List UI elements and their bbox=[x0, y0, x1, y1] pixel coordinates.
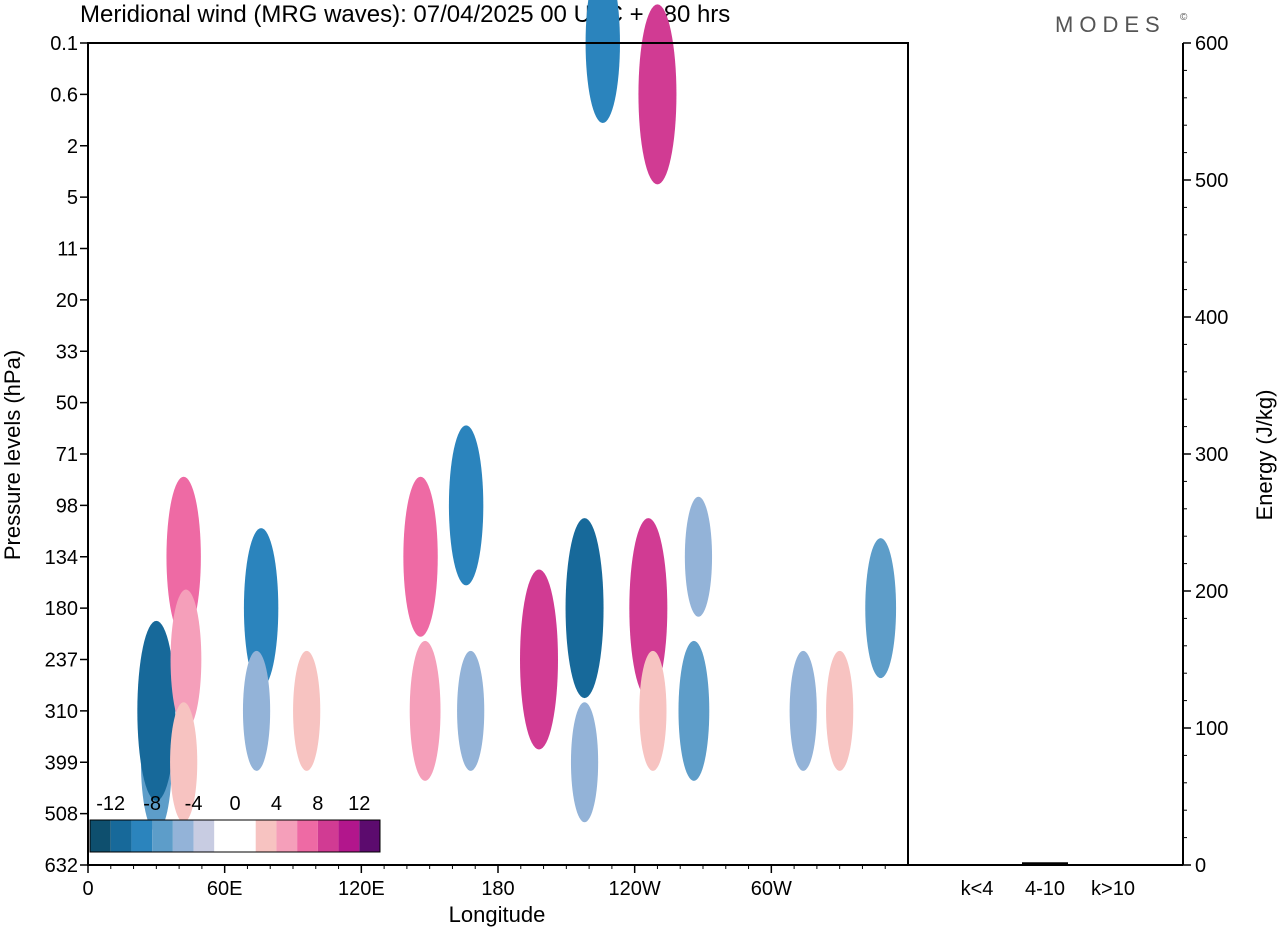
colorbar-swatch-11 bbox=[317, 820, 339, 852]
wind-cell-15 bbox=[629, 518, 668, 699]
wind-cell-12 bbox=[520, 569, 558, 750]
pressure-tick: 33 bbox=[56, 341, 78, 363]
colorbar-swatch-7 bbox=[235, 820, 256, 852]
energy-axis-label: Energy (J/kg) bbox=[1252, 390, 1277, 521]
pressure-tick: 632 bbox=[45, 855, 78, 877]
wind-cell-7 bbox=[293, 650, 321, 771]
wind-cell-3 bbox=[170, 589, 202, 730]
energy-tick: 300 bbox=[1195, 444, 1228, 466]
pressure-tick: 399 bbox=[45, 752, 78, 774]
x-axis-label: Longitude bbox=[449, 902, 546, 927]
energy-category-label: k>10 bbox=[1091, 878, 1135, 900]
wind-cell-22 bbox=[638, 4, 677, 185]
colorbar-swatch-3 bbox=[152, 820, 173, 852]
colorbar: -12 -8 -4 0 4 8 12 bbox=[89, 793, 381, 853]
pressure-tick: 2 bbox=[67, 136, 78, 158]
colorbar-swatch-5 bbox=[193, 820, 215, 852]
colorbar-swatch-4 bbox=[172, 820, 194, 852]
chart-title: Meridional wind (MRG waves): 07/04/2025 … bbox=[80, 1, 730, 28]
colorbar-swatch-10 bbox=[297, 820, 318, 852]
colorbar-label: 12 bbox=[348, 793, 370, 815]
brand-mark: © bbox=[1180, 12, 1188, 23]
brand-logo: MODES bbox=[1055, 12, 1166, 37]
longitude-tick-labels: 0 60E 120E 180 120W 60W bbox=[82, 865, 886, 900]
wind-cell-13 bbox=[565, 518, 604, 699]
pressure-tick: 5 bbox=[67, 187, 78, 209]
colorbar-swatch-0 bbox=[90, 820, 111, 852]
energy-bar-plot: 0 100 200 300 400 500 600 k<4 4-10 k>10 bbox=[908, 33, 1228, 900]
colorbar-label: 0 bbox=[229, 793, 240, 815]
pressure-tick: 0.6 bbox=[50, 84, 78, 106]
wind-cell-10 bbox=[448, 425, 484, 586]
wind-cell-17 bbox=[684, 496, 713, 617]
longitude-tick: 120E bbox=[338, 878, 385, 900]
wind-cell-20 bbox=[826, 650, 854, 771]
wind-cell-5 bbox=[243, 528, 279, 689]
longitude-tick: 0 bbox=[82, 878, 93, 900]
energy-tick: 500 bbox=[1195, 170, 1228, 192]
colorbar-swatch-6 bbox=[214, 820, 235, 852]
pressure-tick: 50 bbox=[56, 393, 78, 415]
longitude-tick: 60W bbox=[751, 878, 792, 900]
wind-cell-4 bbox=[170, 702, 198, 823]
wind-cell-21 bbox=[865, 538, 897, 679]
colorbar-label: -4 bbox=[185, 793, 203, 815]
pressure-tick: 237 bbox=[45, 650, 78, 672]
wind-cell-1 bbox=[137, 620, 176, 801]
wind-cell-23 bbox=[585, 0, 620, 123]
pressure-tick: 134 bbox=[45, 547, 78, 569]
wind-cell-8 bbox=[403, 476, 438, 637]
pressure-tick: 98 bbox=[56, 495, 78, 517]
longitude-tick: 60E bbox=[207, 878, 243, 900]
longitude-tick: 120W bbox=[609, 878, 661, 900]
heatmap-plot bbox=[87, 0, 909, 866]
wind-cell-11 bbox=[457, 650, 485, 771]
pressure-tick: 180 bbox=[45, 598, 78, 620]
energy-tick: 400 bbox=[1195, 307, 1228, 329]
colorbar-swatch-13 bbox=[359, 820, 380, 852]
colorbar-label: -12 bbox=[96, 793, 125, 815]
energy-tick: 200 bbox=[1195, 581, 1228, 603]
wind-cell-18 bbox=[678, 640, 710, 781]
wind-cell-19 bbox=[789, 650, 817, 771]
colorbar-swatch-2 bbox=[131, 820, 153, 852]
energy-tick: 0 bbox=[1195, 855, 1206, 877]
energy-tick: 100 bbox=[1195, 718, 1228, 740]
pressure-tick: 508 bbox=[45, 804, 78, 826]
wind-cell-14 bbox=[570, 702, 599, 823]
colorbar-label: 4 bbox=[271, 793, 282, 815]
pressure-tick: 11 bbox=[57, 239, 78, 261]
pressure-tick: 0.1 bbox=[50, 33, 78, 55]
colorbar-swatch-1 bbox=[110, 820, 132, 852]
colorbar-swatch-9 bbox=[276, 820, 298, 852]
colorbar-swatch-8 bbox=[255, 820, 277, 852]
energy-category-label: 4-10 bbox=[1025, 878, 1065, 900]
energy-bar-1 bbox=[1022, 862, 1068, 865]
wind-cell-16 bbox=[639, 650, 667, 771]
energy-bar-2 bbox=[1090, 864, 1136, 865]
pressure-tick: 310 bbox=[45, 701, 78, 723]
wind-cell-9 bbox=[409, 640, 441, 781]
pressure-tick: 20 bbox=[56, 290, 78, 312]
pressure-tick-labels: 0.1 0.6 2 5 11 20 33 50 71 98 134 180 237 310 399 508 63… bbox=[45, 33, 88, 877]
pressure-tick: 71 bbox=[56, 444, 78, 466]
energy-bar-0 bbox=[954, 864, 1000, 865]
y-axis-label: Pressure levels (hPa) bbox=[0, 350, 25, 560]
colorbar-label: -8 bbox=[143, 793, 161, 815]
longitude-tick: 180 bbox=[481, 878, 514, 900]
energy-category-label: k<4 bbox=[961, 878, 994, 900]
colorbar-label: 8 bbox=[312, 793, 323, 815]
wind-cell-6 bbox=[242, 650, 271, 771]
energy-tick: 600 bbox=[1195, 33, 1228, 55]
colorbar-swatch-12 bbox=[338, 820, 360, 852]
